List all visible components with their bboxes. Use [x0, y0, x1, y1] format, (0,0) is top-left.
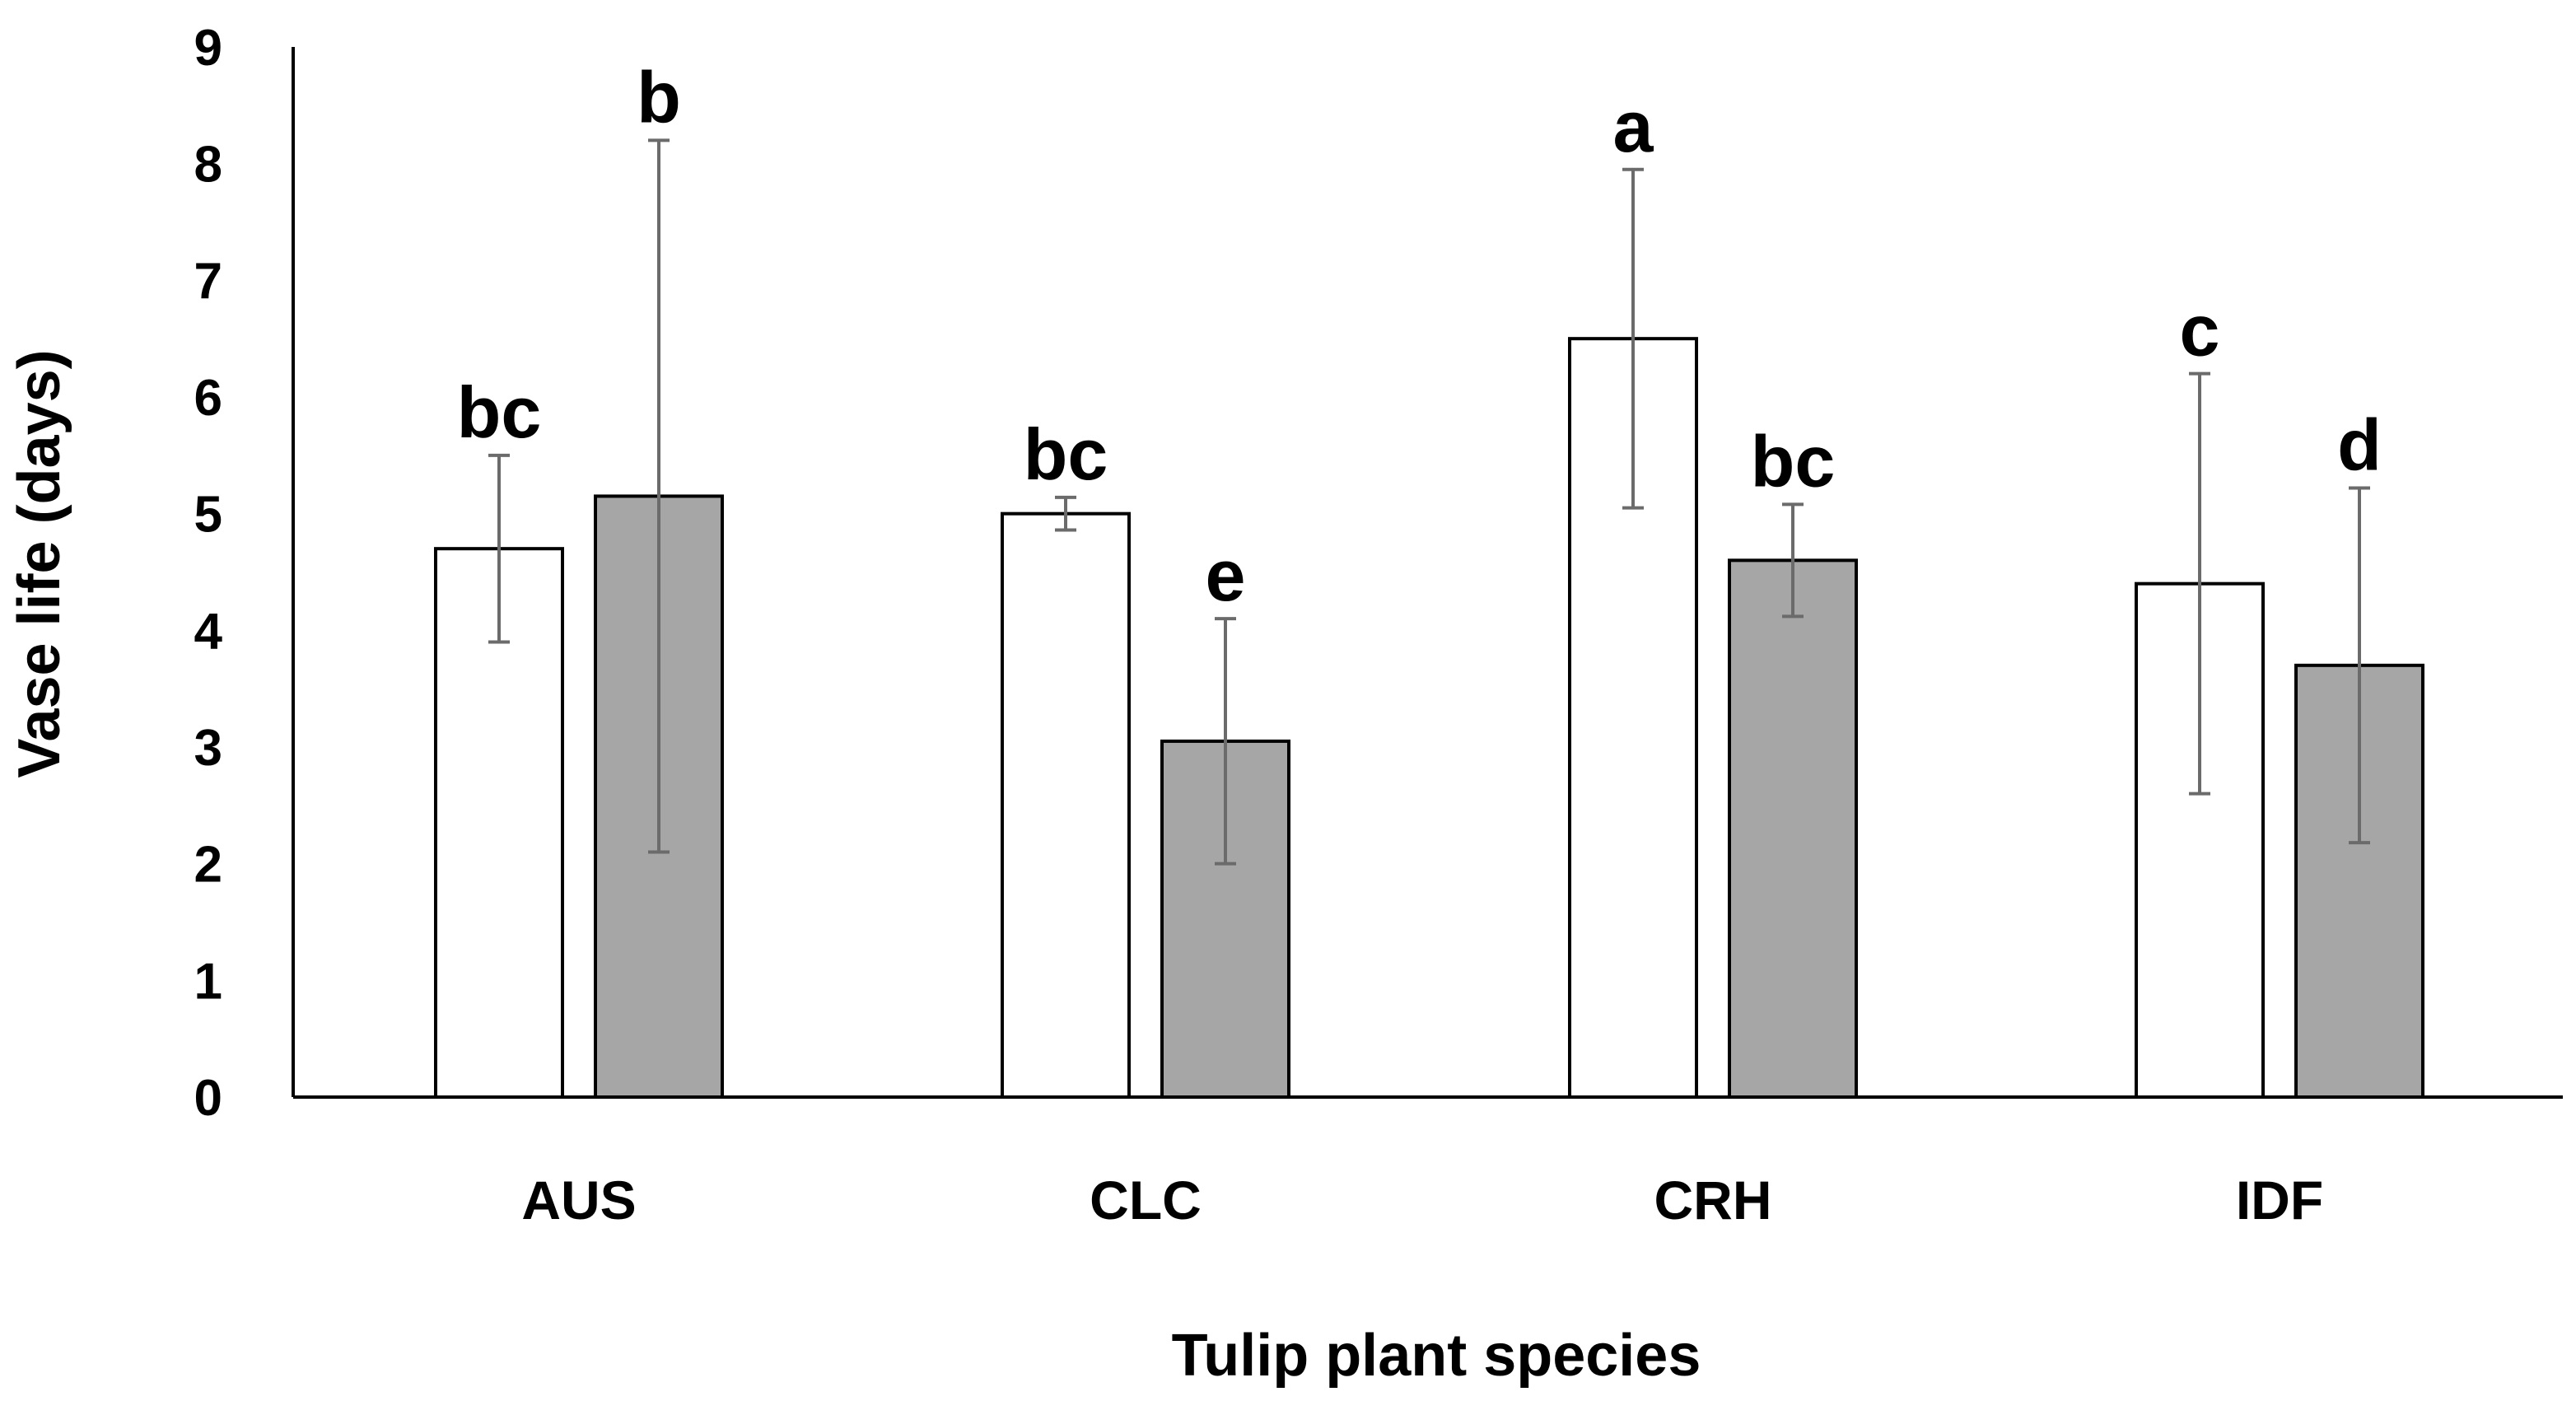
error-bars-group	[488, 138, 2370, 866]
significance-label: a	[1613, 86, 1654, 167]
y-tick-label: 0	[194, 1070, 222, 1127]
error-bar-clc-series-2	[1215, 617, 1236, 866]
x-category-label: AUS	[521, 1170, 636, 1231]
x-category-labels: AUS CLC CRH IDF	[521, 1170, 2323, 1231]
y-axis-title: Vase life (days)	[7, 349, 72, 778]
error-bar-idf-series-2	[2349, 486, 2370, 845]
y-tick-label: 1	[194, 953, 222, 1010]
y-tick-label: 9	[194, 20, 222, 77]
y-tick-label: 7	[194, 253, 222, 310]
significance-label: bc	[457, 371, 542, 453]
error-bar-crh-series-1	[1622, 167, 1644, 510]
x-category-label: CRH	[1654, 1170, 1772, 1231]
x-category-label: CLC	[1090, 1170, 1202, 1231]
significance-labels: bc bc a c b e bc d	[457, 56, 2382, 616]
significance-label: c	[2180, 290, 2220, 371]
error-bar-crh-series-2	[1782, 502, 1804, 619]
bar-crh-series-2	[1728, 558, 1858, 1099]
y-tick-label: 6	[194, 370, 222, 427]
significance-label: bc	[1024, 413, 1108, 495]
y-tick-labels: 0 1 2 3 4 5 6 7 8 9	[194, 20, 223, 1127]
error-bar-aus-series-2	[648, 138, 670, 854]
significance-label: b	[637, 56, 681, 138]
bars-group	[434, 337, 2424, 1100]
y-tick-label: 5	[194, 487, 222, 544]
significance-label: e	[1206, 535, 1246, 616]
bar-clc-series-1	[1001, 511, 1131, 1099]
y-tick-label: 3	[194, 720, 222, 777]
significance-label: bc	[1751, 420, 1836, 502]
axes-group	[292, 47, 2563, 1099]
x-axis-title: Tulip plant species	[1172, 1323, 1701, 1389]
error-bar-aus-series-1	[488, 453, 510, 644]
y-tick-label: 2	[194, 837, 222, 894]
error-bar-idf-series-1	[2189, 371, 2210, 796]
significance-label: d	[2337, 404, 2382, 486]
y-tick-label: 4	[194, 603, 223, 660]
x-category-label: IDF	[2236, 1170, 2323, 1231]
y-tick-label: 8	[194, 137, 222, 194]
error-bar-clc-series-1	[1055, 495, 1076, 532]
